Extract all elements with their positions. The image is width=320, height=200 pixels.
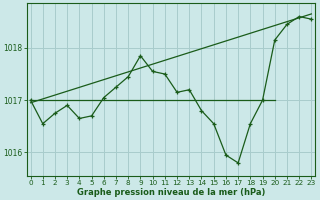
X-axis label: Graphe pression niveau de la mer (hPa): Graphe pression niveau de la mer (hPa) xyxy=(77,188,265,197)
